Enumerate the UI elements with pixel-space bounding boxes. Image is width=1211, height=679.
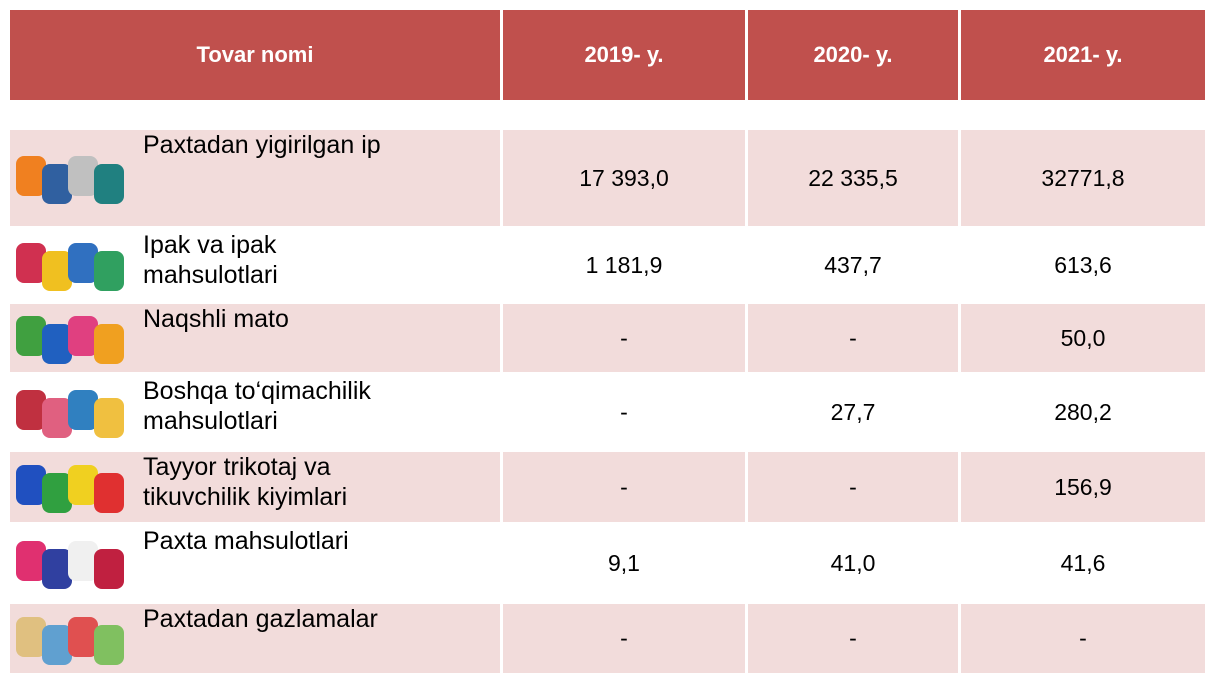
value-cell: - bbox=[503, 604, 745, 673]
value-cell: 27,7 bbox=[830, 398, 876, 425]
value-cell: 22 335,5 bbox=[748, 130, 958, 226]
name-line: Paxtadan yigirilgan ip bbox=[143, 131, 381, 159]
name-line: Paxtadan gazlamalar bbox=[143, 605, 378, 633]
value-cell: 41,6 bbox=[1060, 549, 1106, 576]
icon-shape bbox=[94, 164, 124, 204]
value-cell: - bbox=[748, 452, 958, 522]
value-cell: 437,7 bbox=[824, 251, 882, 278]
icon-shape bbox=[68, 156, 98, 196]
header-cell: 2021- y. bbox=[961, 10, 1205, 100]
icon-shape bbox=[42, 549, 72, 589]
name-line: Naqshli mato bbox=[143, 305, 289, 333]
product-icon bbox=[16, 390, 124, 438]
product-name: Ipak va ipak mahsulotlari bbox=[10, 230, 500, 300]
value-cell: 17 393,0 bbox=[503, 130, 745, 226]
icon-shape bbox=[42, 624, 72, 665]
icon-shape bbox=[94, 624, 124, 665]
icon-shape bbox=[42, 164, 72, 204]
value-cell: - bbox=[503, 452, 745, 522]
value-cell: 156,9 bbox=[961, 452, 1205, 522]
value-cell: - bbox=[620, 398, 628, 425]
product-name: Paxta mahsulotlari bbox=[10, 526, 500, 600]
header-cell: 2019- y. bbox=[503, 10, 745, 100]
icon-shape bbox=[68, 243, 98, 283]
product-icon bbox=[16, 316, 124, 364]
product-icon bbox=[16, 156, 124, 204]
name-line: mahsulotlari bbox=[143, 261, 278, 289]
value-cell: 50,0 bbox=[961, 304, 1205, 372]
icon-shape bbox=[68, 316, 98, 356]
value-cell: - bbox=[503, 304, 745, 372]
product-icon bbox=[16, 465, 124, 513]
icon-shape bbox=[16, 465, 46, 505]
icon-shape bbox=[42, 398, 72, 438]
icon-shape bbox=[42, 473, 72, 513]
icon-shape bbox=[94, 473, 124, 513]
value-cell: 1 181,9 bbox=[585, 251, 663, 278]
icon-shape bbox=[16, 243, 46, 283]
product-name: Boshqa to‘qimachilik mahsulotlari bbox=[10, 376, 500, 448]
icon-shape bbox=[94, 549, 124, 589]
value-cell: 280,2 bbox=[1054, 398, 1112, 425]
icon-shape bbox=[94, 251, 124, 291]
icon-shape bbox=[16, 316, 46, 356]
value-cell: 613,6 bbox=[1054, 251, 1112, 278]
icon-shape bbox=[16, 390, 46, 430]
product-icon bbox=[16, 616, 124, 665]
name-line: Tayyor trikotaj va bbox=[143, 453, 331, 481]
icon-shape bbox=[94, 324, 124, 364]
icon-shape bbox=[94, 398, 124, 438]
value-cell: - bbox=[961, 604, 1205, 673]
name-line: mahsulotlari bbox=[143, 407, 278, 435]
name-line: Ipak va ipak bbox=[143, 231, 277, 259]
name-line: tikuvchilik kiyimlari bbox=[143, 483, 348, 511]
value-cell: - bbox=[748, 304, 958, 372]
product-icon bbox=[16, 243, 124, 291]
name-line: Boshqa to‘qimachilik bbox=[143, 377, 371, 405]
value-cell: 32771,8 bbox=[961, 130, 1205, 226]
icon-shape bbox=[16, 616, 46, 657]
value-cell: 9,1 bbox=[608, 549, 640, 576]
header-cell: 2020- y. bbox=[748, 10, 958, 100]
name-line: Paxta mahsulotlari bbox=[143, 527, 349, 555]
icon-shape bbox=[42, 324, 72, 364]
icon-shape bbox=[42, 251, 72, 291]
header-cell: Tovar nomi bbox=[10, 10, 500, 100]
icon-shape bbox=[68, 465, 98, 505]
value-cell: - bbox=[748, 604, 958, 673]
icon-shape bbox=[16, 541, 46, 581]
icon-shape bbox=[68, 541, 98, 581]
icon-shape bbox=[16, 156, 46, 196]
icon-shape bbox=[68, 390, 98, 430]
product-icon bbox=[16, 541, 124, 589]
icon-shape bbox=[68, 616, 98, 657]
value-cell: 41,0 bbox=[830, 549, 876, 576]
